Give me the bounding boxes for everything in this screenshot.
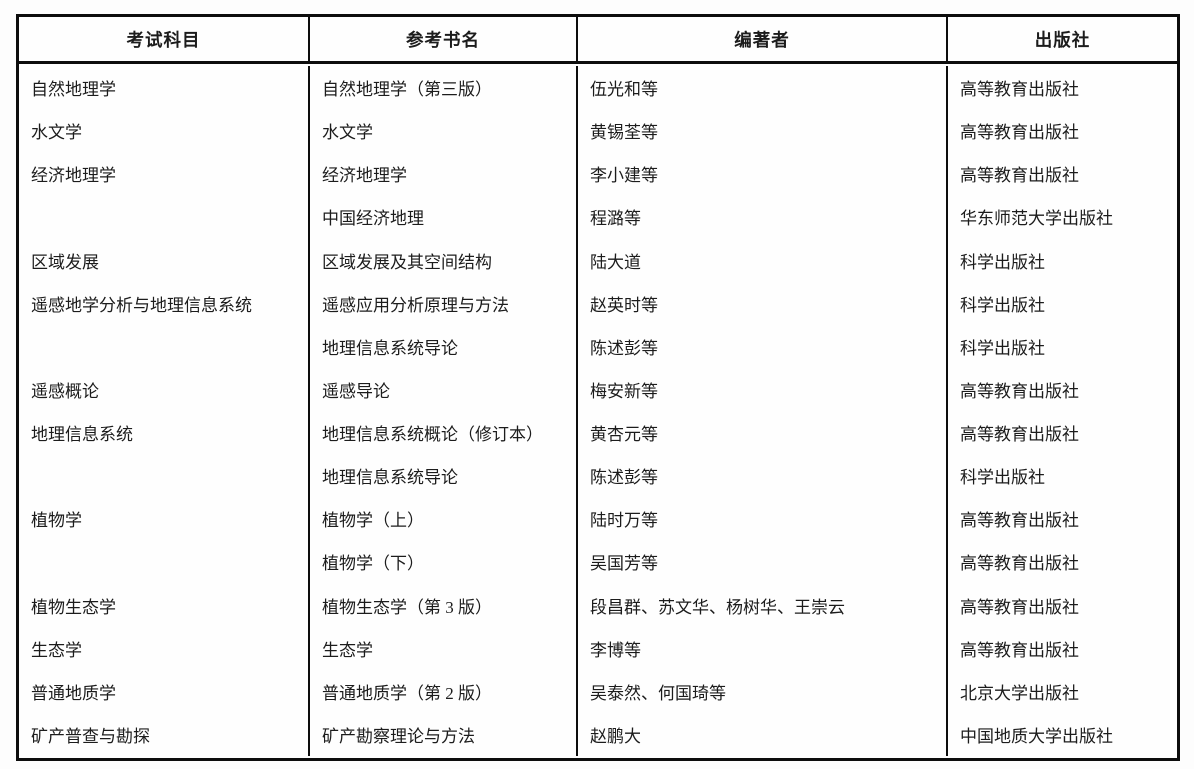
- table-cell-subject: 遥感概论: [19, 367, 310, 411]
- table-cell-publisher: 科学出版社: [960, 252, 1045, 272]
- table-cell-author: 吴国芳等: [578, 540, 948, 584]
- table-cell-publisher: 高等教育出版社: [960, 166, 1079, 186]
- reference-books-table: 考试科目 参考书名 编著者 出版社 自然地理学 自然地理学（第三版） 伍光和等 高等教…: [16, 14, 1180, 761]
- table-cell-subject: [19, 540, 310, 584]
- table-cell-author: 段昌群、苏文华、杨树华、王崇云: [578, 583, 948, 627]
- table-cell-author: 赵英时等: [578, 281, 948, 325]
- table-cell-subject: [19, 195, 310, 239]
- table-cell-author: 黄杏元等: [578, 411, 948, 455]
- column-header-author: 编著者: [578, 17, 948, 61]
- table-cell-author: 陆时万等: [578, 497, 948, 541]
- table-cell-book: 地理信息系统导论: [310, 454, 578, 498]
- table-cell-publisher: 科学出版社: [960, 468, 1045, 488]
- column-header-subject: 考试科目: [19, 17, 310, 61]
- table-cell-publisher: 高等教育出版社: [960, 554, 1079, 574]
- table-cell-subject: 生态学: [19, 626, 310, 670]
- table-cell-subject: 植物学: [19, 497, 310, 541]
- table-cell-author: 赵鹏大: [578, 712, 948, 756]
- table-cell-book: 普通地质学（第 2 版）: [310, 669, 578, 713]
- table-cell-author: 吴泰然、何国琦等: [578, 669, 948, 713]
- table-cell-author: 陈述彭等: [578, 324, 948, 368]
- table-cell-book: 地理信息系统导论: [310, 324, 578, 368]
- table-cell-author: 黄锡荃等: [578, 109, 948, 153]
- table-cell-subject: 地理信息系统: [19, 411, 310, 455]
- table-cell-publisher: 高等教育出版社: [960, 640, 1079, 660]
- table-cell-book: 经济地理学: [310, 152, 578, 196]
- table-cell-publisher: 高等教育出版社: [960, 80, 1079, 100]
- table-cell-publisher: 中国地质大学出版社: [960, 726, 1113, 746]
- table-cell-publisher: 高等教育出版社: [960, 123, 1079, 143]
- table-body: 自然地理学 自然地理学（第三版） 伍光和等 高等教育出版社 水文学 水文学 黄锡荃等 高等教育…: [19, 64, 1177, 758]
- table-cell-book: 自然地理学（第三版）: [310, 66, 578, 110]
- table-cell-subject: [19, 454, 310, 498]
- table-cell-publisher: 高等教育出版社: [960, 597, 1079, 617]
- table-cell-subject: 矿产普查与勘探: [19, 712, 310, 756]
- table-cell-author: 李小建等: [578, 152, 948, 196]
- table-cell-subject: 遥感地学分析与地理信息系统: [19, 281, 310, 325]
- table-cell-author: 陈述彭等: [578, 454, 948, 498]
- table-cell-subject: 普通地质学: [19, 669, 310, 713]
- table-cell-publisher: 高等教育出版社: [960, 511, 1079, 531]
- table-cell-subject: 植物生态学: [19, 583, 310, 627]
- table-cell-author: 陆大道: [578, 238, 948, 282]
- table-cell-subject: [19, 324, 310, 368]
- column-header-book: 参考书名: [310, 17, 578, 61]
- table-cell-author: 梅安新等: [578, 367, 948, 411]
- table-cell-book: 中国经济地理: [310, 195, 578, 239]
- table-cell-subject: 区域发展: [19, 238, 310, 282]
- table-cell-book: 生态学: [310, 626, 578, 670]
- table-cell-book: 地理信息系统概论（修订本）: [310, 411, 578, 455]
- column-header-publisher: 出版社: [1034, 29, 1091, 50]
- table-cell-book: 植物学（上）: [310, 497, 578, 541]
- table-cell-book: 遥感导论: [310, 367, 578, 411]
- table-cell-publisher: 高等教育出版社: [960, 381, 1079, 401]
- table-header-row: 考试科目 参考书名 编著者 出版社: [19, 17, 1177, 64]
- table-cell-author: 伍光和等: [578, 66, 948, 110]
- table-cell-publisher: 科学出版社: [960, 338, 1045, 358]
- table-cell-subject: 经济地理学: [19, 152, 310, 196]
- table-cell-book: 植物学（下）: [310, 540, 578, 584]
- table-cell-publisher: 北京大学出版社: [960, 683, 1079, 703]
- table-cell-author: 李博等: [578, 626, 948, 670]
- table-cell-book: 区域发展及其空间结构: [310, 238, 578, 282]
- table-cell-publisher: 科学出版社: [960, 295, 1045, 315]
- table-cell-book: 植物生态学（第 3 版）: [310, 583, 578, 627]
- table-cell-book: 矿产勘察理论与方法: [310, 712, 578, 756]
- table-cell-subject: 自然地理学: [19, 66, 310, 110]
- table-cell-book: 水文学: [310, 109, 578, 153]
- table-cell-book: 遥感应用分析原理与方法: [310, 281, 578, 325]
- table-cell-publisher: 华东师范大学出版社: [960, 209, 1113, 229]
- table-cell-subject: 水文学: [19, 109, 310, 153]
- table-cell-publisher: 高等教育出版社: [960, 425, 1079, 445]
- table-cell-author: 程潞等: [578, 195, 948, 239]
